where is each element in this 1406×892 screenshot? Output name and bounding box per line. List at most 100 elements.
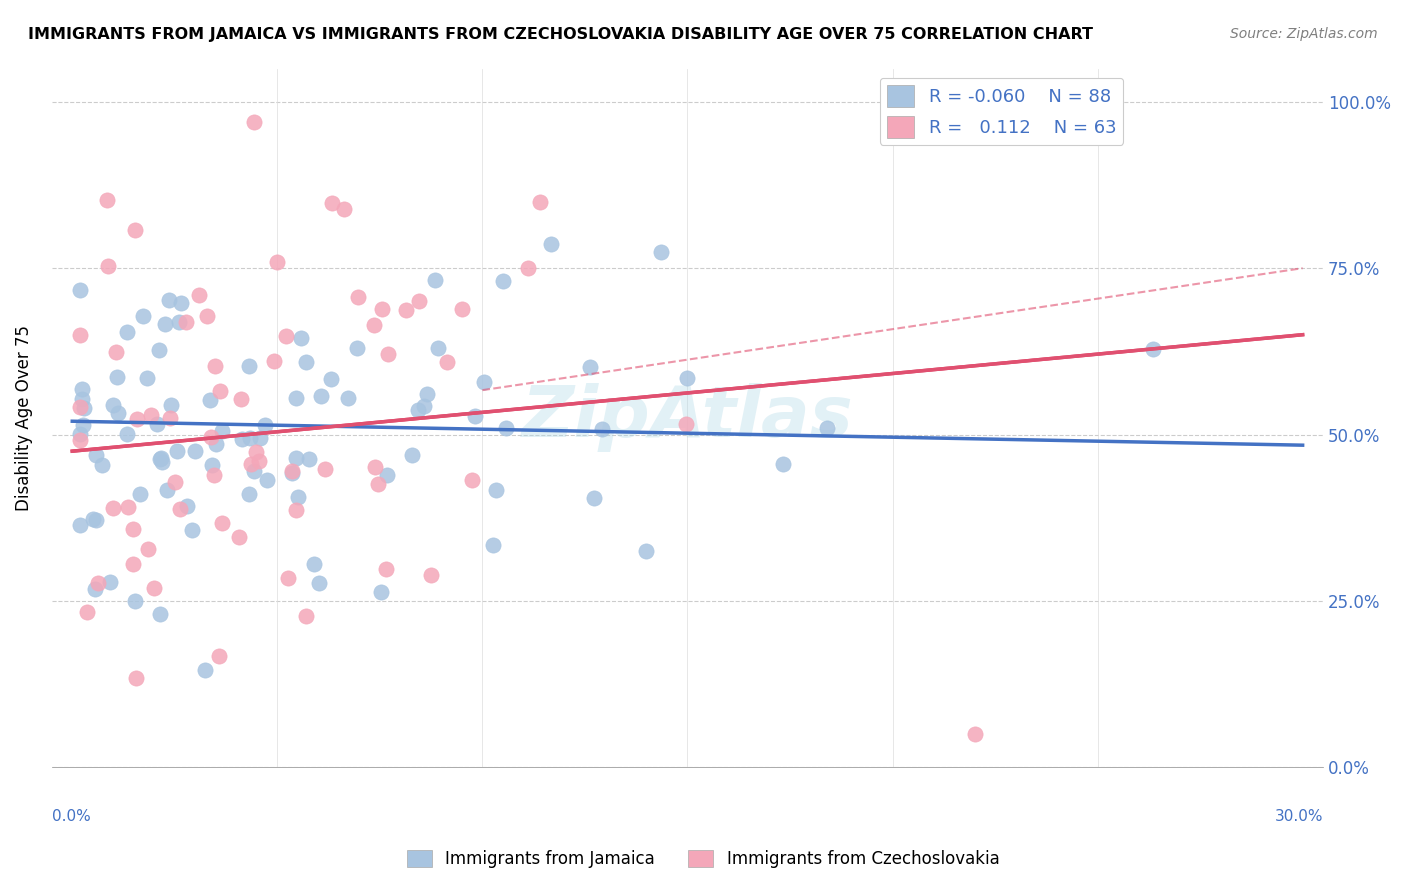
Point xyxy=(157,293,180,307)
Point xyxy=(419,568,441,582)
Point xyxy=(72,382,94,396)
Point xyxy=(492,274,515,288)
Point xyxy=(127,411,149,425)
Legend: R = -0.060    N = 88, R =   0.112    N = 63: R = -0.060 N = 88, R = 0.112 N = 63 xyxy=(880,78,1123,145)
Point xyxy=(69,427,91,442)
Point xyxy=(963,727,986,741)
Point xyxy=(97,259,120,273)
Point xyxy=(427,341,450,355)
Point xyxy=(401,448,423,462)
Point xyxy=(253,417,276,432)
Point xyxy=(166,443,188,458)
Point xyxy=(308,576,330,591)
Point xyxy=(482,538,505,552)
Point xyxy=(294,608,316,623)
Point xyxy=(195,310,218,324)
Point xyxy=(591,422,613,436)
Point xyxy=(266,254,288,268)
Point xyxy=(115,325,138,339)
Point xyxy=(150,455,173,469)
Point xyxy=(290,331,312,345)
Point xyxy=(311,389,333,403)
Point xyxy=(464,409,486,423)
Point xyxy=(238,359,260,373)
Point xyxy=(70,392,93,407)
Point xyxy=(122,523,145,537)
Point xyxy=(201,458,224,472)
Point xyxy=(238,486,260,500)
Point xyxy=(370,585,392,599)
Point xyxy=(245,445,267,459)
Point xyxy=(176,499,198,513)
Point xyxy=(149,607,172,622)
Point xyxy=(96,193,118,207)
Point xyxy=(159,411,181,425)
Point xyxy=(247,454,270,468)
Point xyxy=(69,401,91,415)
Point xyxy=(231,432,253,446)
Point xyxy=(69,284,91,298)
Point xyxy=(169,502,191,516)
Point xyxy=(160,398,183,412)
Point xyxy=(129,487,152,501)
Point xyxy=(69,433,91,447)
Point xyxy=(139,408,162,422)
Point xyxy=(281,464,304,478)
Point xyxy=(165,475,187,490)
Point xyxy=(184,443,207,458)
Point xyxy=(650,244,672,259)
Point xyxy=(321,196,343,211)
Point xyxy=(202,467,225,482)
Point xyxy=(101,398,124,412)
Point xyxy=(377,346,399,360)
Point xyxy=(285,391,308,405)
Point xyxy=(294,354,316,368)
Point xyxy=(174,315,197,329)
Point xyxy=(204,437,226,451)
Point xyxy=(815,421,838,435)
Point xyxy=(240,457,263,471)
Point xyxy=(167,314,190,328)
Point xyxy=(138,541,160,556)
Point xyxy=(170,296,193,310)
Point xyxy=(285,450,308,465)
Point xyxy=(208,384,231,399)
Point xyxy=(374,562,396,576)
Point xyxy=(149,452,172,467)
Point xyxy=(304,557,326,571)
Point xyxy=(363,318,385,333)
Point xyxy=(408,294,430,309)
Point xyxy=(242,464,264,478)
Point xyxy=(540,237,562,252)
Point xyxy=(395,302,418,317)
Point xyxy=(364,459,387,474)
Point xyxy=(132,309,155,323)
Point xyxy=(529,194,551,209)
Point xyxy=(370,301,392,316)
Text: ZipAtlas: ZipAtlas xyxy=(522,384,853,452)
Text: IMMIGRANTS FROM JAMAICA VS IMMIGRANTS FROM CZECHOSLOVAKIA DISABILITY AGE OVER 75: IMMIGRANTS FROM JAMAICA VS IMMIGRANTS FR… xyxy=(28,27,1092,42)
Point xyxy=(228,531,250,545)
Point xyxy=(274,328,297,343)
Point xyxy=(281,466,304,480)
Point xyxy=(200,392,222,407)
Point xyxy=(319,372,342,386)
Point xyxy=(69,327,91,342)
Point xyxy=(450,302,472,317)
Point xyxy=(582,491,605,506)
Point xyxy=(204,359,226,373)
Point xyxy=(107,406,129,420)
Point xyxy=(188,287,211,301)
Point xyxy=(200,430,222,444)
Point xyxy=(180,523,202,537)
Point xyxy=(461,473,484,487)
Point xyxy=(333,202,356,216)
Point xyxy=(211,516,233,530)
Text: 30.0%: 30.0% xyxy=(1275,809,1323,824)
Legend: Immigrants from Jamaica, Immigrants from Czechoslovakia: Immigrants from Jamaica, Immigrants from… xyxy=(401,843,1005,875)
Point xyxy=(416,387,439,401)
Point xyxy=(243,115,266,129)
Point xyxy=(115,427,138,442)
Point xyxy=(105,370,128,384)
Point xyxy=(136,371,159,385)
